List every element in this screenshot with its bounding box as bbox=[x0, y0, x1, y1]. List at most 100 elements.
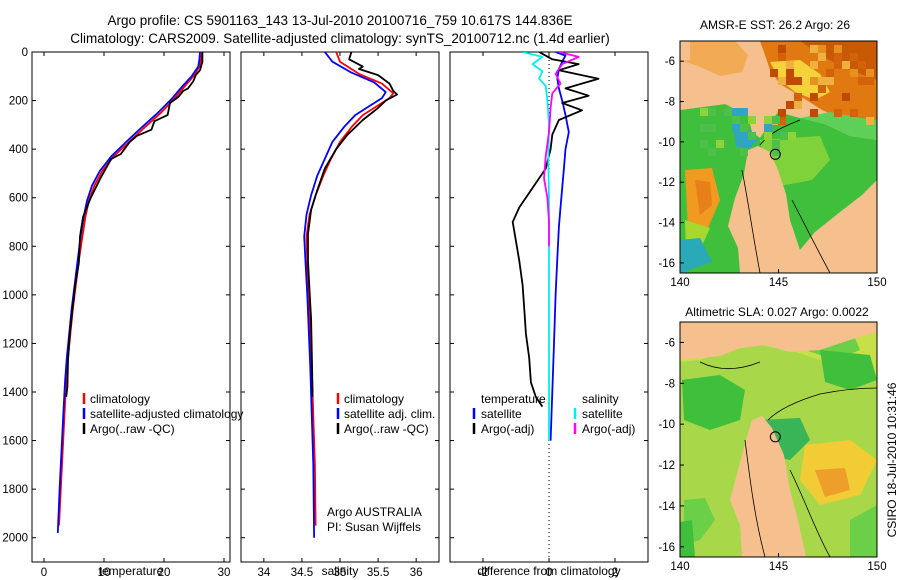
y-tick-label: 1600 bbox=[2, 436, 28, 448]
series-line-salinity-argo-adj- bbox=[543, 52, 580, 247]
x-tick-label: 0 bbox=[41, 567, 47, 579]
sst-pixel bbox=[850, 109, 858, 117]
sst-pixel bbox=[772, 148, 780, 156]
sla-png-land bbox=[680, 322, 877, 360]
sst-pixel bbox=[732, 116, 740, 124]
sst-pixel bbox=[866, 77, 874, 85]
salinity-xlabel: salinity bbox=[322, 564, 359, 578]
depth-axis: 0 200 400 600 800 1000 1200 1400 1600 1800 2000 bbox=[2, 47, 648, 545]
sst-orange-core bbox=[695, 180, 712, 215]
series-line-salinity-satellite bbox=[522, 52, 550, 441]
x-tick-label: 0 bbox=[546, 567, 552, 579]
sst-pixel bbox=[764, 116, 772, 124]
sla-contour bbox=[699, 361, 761, 370]
legend-label-argo: Argo(..raw -QC) bbox=[90, 422, 175, 436]
legend-label-sal-argo: Argo(-adj) bbox=[582, 422, 635, 436]
sst-contour bbox=[741, 169, 761, 273]
sst-pixel bbox=[842, 61, 850, 69]
sst-pixel bbox=[866, 117, 874, 125]
argo-agency-label: Argo AUSTRALIA bbox=[327, 505, 422, 519]
difference-xlabel: difference from climatology bbox=[477, 564, 620, 578]
sst-pixel bbox=[786, 101, 794, 109]
sla-green-west bbox=[682, 375, 745, 430]
legend-label-sal-satellite: satellite bbox=[582, 407, 623, 421]
sla-darkgreen-patch bbox=[820, 350, 877, 390]
sst-pixel bbox=[810, 77, 818, 85]
sst-land-nw bbox=[680, 41, 690, 62]
sst-pixel bbox=[818, 85, 826, 93]
sst-pixel bbox=[778, 53, 786, 61]
legend-header-salinity: salinity bbox=[582, 392, 619, 406]
map-y-tick-label: -8 bbox=[665, 97, 675, 109]
sla-contour bbox=[789, 469, 831, 557]
sst-pixel bbox=[786, 77, 794, 85]
sst-pixel bbox=[834, 109, 842, 117]
x-tick-label: -2 bbox=[478, 567, 488, 579]
sst-pixel bbox=[772, 140, 780, 148]
sst-pixel bbox=[770, 69, 778, 77]
sst-contour bbox=[759, 119, 801, 146]
map-x-tick-label: 140 bbox=[670, 561, 689, 573]
sst-coastal-green bbox=[800, 112, 877, 140]
sst-pixel bbox=[778, 77, 786, 85]
legend-header-temperature: temperature bbox=[481, 392, 546, 406]
sla-land-nw bbox=[680, 322, 695, 348]
x-tick-label: 35.5 bbox=[367, 567, 389, 579]
map-x-tick-label: 145 bbox=[769, 277, 788, 289]
sst-pixel bbox=[708, 124, 716, 132]
sst-cape-york bbox=[728, 146, 806, 273]
legend-label-temp-satellite: satellite bbox=[481, 407, 522, 421]
sst-pixel bbox=[858, 77, 866, 85]
sst-pixel bbox=[708, 108, 716, 116]
map-y-tick-label: -10 bbox=[658, 419, 675, 431]
y-tick-label: 1000 bbox=[2, 290, 28, 302]
map-x-tick-label: 150 bbox=[867, 277, 886, 289]
sla-cape-york bbox=[730, 416, 806, 557]
series-line-satellite-adjusted-climatology bbox=[56, 52, 201, 533]
y-tick-label: 1400 bbox=[2, 387, 28, 399]
map-y-tick-label: -16 bbox=[658, 258, 675, 270]
y-tick-label: 1800 bbox=[2, 484, 28, 496]
legend-label-climatology: climatology bbox=[344, 392, 404, 406]
y-tick-label: 0 bbox=[22, 47, 28, 59]
sla-map bbox=[680, 322, 877, 557]
sst-pixel bbox=[826, 77, 834, 85]
pi-label: PI: Susan Wijffels bbox=[327, 520, 421, 534]
sst-pixel bbox=[778, 45, 786, 53]
series-line-argo-raw-qc- bbox=[307, 52, 398, 397]
difference-legend: temperature satellite Argo(-adj) salinit… bbox=[472, 392, 635, 436]
map-y-tick-label: -6 bbox=[665, 337, 675, 349]
x-tick-label: 35 bbox=[334, 567, 347, 579]
sst-map-axes: 140 145 150 -6 -8 -10 -12 -14 -16 bbox=[658, 56, 886, 289]
sst-pixel bbox=[708, 148, 716, 156]
x-tick-label: 2 bbox=[612, 567, 618, 579]
y-tick-label: 400 bbox=[9, 144, 28, 156]
difference-series bbox=[511, 52, 600, 441]
map-x-tick-label: 145 bbox=[769, 561, 788, 573]
x-tick-label: 34.5 bbox=[291, 567, 313, 579]
sst-pixel bbox=[778, 117, 786, 125]
salinity-series bbox=[303, 52, 398, 538]
y-tick-label: 200 bbox=[9, 96, 28, 108]
sst-map-title: AMSR-E SST: 26.2 Argo: 26 bbox=[700, 18, 850, 32]
y-tick-label: 800 bbox=[9, 241, 28, 253]
sla-green-se bbox=[850, 505, 877, 557]
map-x-tick-label: 140 bbox=[670, 277, 689, 289]
map-y-tick-label: -12 bbox=[658, 177, 675, 189]
sst-pixel bbox=[772, 116, 780, 124]
sst-pixel bbox=[724, 108, 732, 116]
sst-pixel bbox=[748, 116, 756, 124]
sst-pixel bbox=[700, 140, 708, 148]
sst-pixel bbox=[764, 132, 772, 140]
sst-pixel bbox=[740, 108, 748, 116]
figure-title-line2: Climatology: CARS2009. Satellite-adjuste… bbox=[70, 31, 610, 46]
sst-png-coast bbox=[680, 88, 745, 110]
sst-pixel bbox=[788, 132, 796, 140]
y-tick-label: 1200 bbox=[2, 338, 28, 350]
sst-pixel bbox=[732, 108, 740, 116]
legend-label-argo: Argo(..raw -QC) bbox=[344, 422, 429, 436]
map-y-tick-label: -16 bbox=[658, 542, 675, 554]
sst-cool-sea bbox=[680, 41, 748, 76]
sst-pixel bbox=[818, 45, 826, 53]
